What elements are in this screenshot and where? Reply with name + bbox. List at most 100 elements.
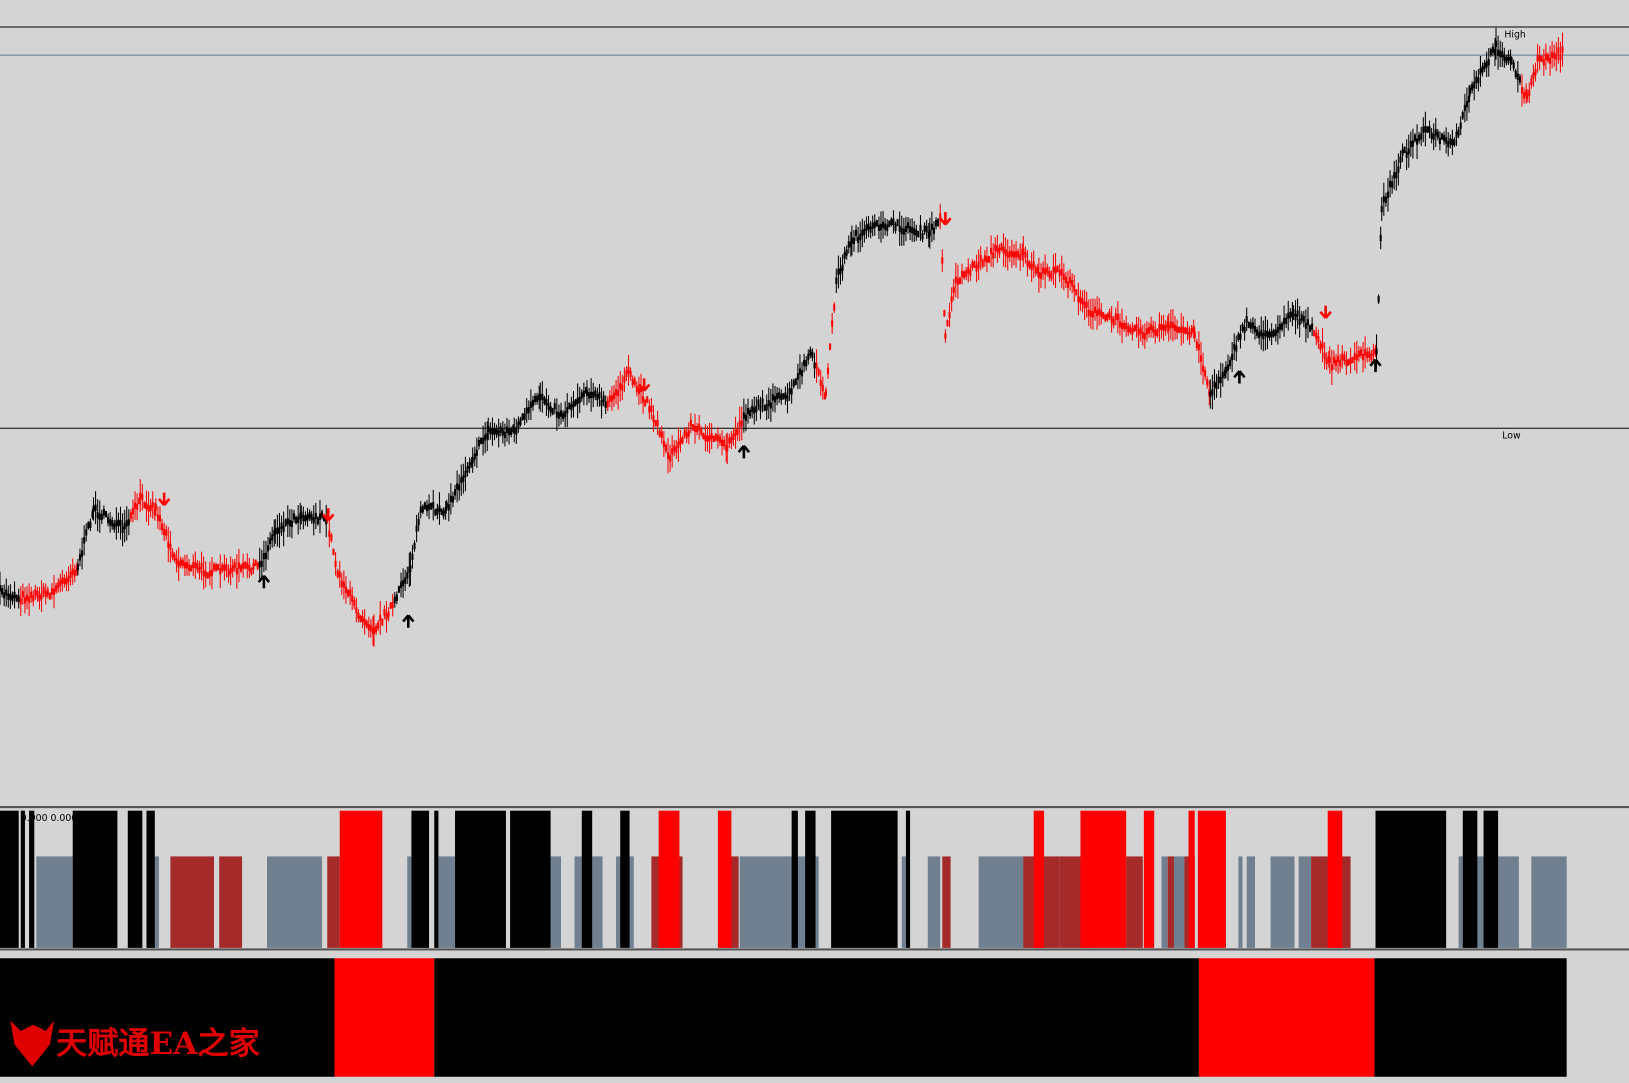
candle-body <box>1368 351 1371 358</box>
candle-body <box>321 511 324 518</box>
candle-body <box>831 320 834 327</box>
candle-body <box>759 404 762 412</box>
candle-body <box>1164 324 1167 332</box>
candle-body <box>413 542 416 550</box>
candle-body <box>477 439 480 447</box>
candle-body <box>123 522 126 530</box>
candle-body <box>635 385 638 392</box>
candle-body <box>728 437 731 444</box>
hist-bar-weak-down <box>1167 856 1174 948</box>
candle-body <box>1443 134 1446 142</box>
hist-bar-weak-down <box>170 856 215 948</box>
candle-body <box>336 570 339 577</box>
candle-body <box>387 611 390 618</box>
candle-body <box>927 231 930 239</box>
buy-arrow <box>737 445 751 459</box>
candle-body <box>50 588 53 595</box>
candle-body <box>941 257 944 264</box>
candle-body <box>312 517 315 524</box>
candle-body <box>861 229 864 237</box>
candle-body <box>383 609 386 616</box>
candle-body <box>1066 281 1070 288</box>
candle-body <box>1237 333 1240 341</box>
candle-body <box>381 619 384 626</box>
candle-body <box>233 562 236 569</box>
candle-body <box>710 433 713 440</box>
hist-bar-up <box>805 810 816 948</box>
candle-body <box>664 444 667 452</box>
candle-body <box>1131 328 1134 335</box>
hist-bar-neutral <box>36 856 73 948</box>
candle-body <box>1409 140 1412 148</box>
hist-bar-weak-down <box>1126 856 1143 948</box>
candle-body <box>1315 332 1318 339</box>
candle-body <box>1235 345 1238 352</box>
candle-body <box>994 244 997 251</box>
candle-body <box>61 577 64 584</box>
candle-body <box>574 399 577 406</box>
candle-body <box>892 218 895 225</box>
candle-body <box>736 428 739 435</box>
candle-body <box>44 590 47 598</box>
candle-body <box>1056 265 1059 272</box>
candle-body <box>185 562 189 569</box>
candle-body <box>505 426 509 433</box>
hist-bar-up <box>510 810 551 948</box>
candle-body <box>192 562 195 569</box>
candle-body <box>790 388 793 395</box>
candle-body <box>202 569 205 577</box>
candle-body <box>1193 331 1196 338</box>
candle-body <box>310 514 313 521</box>
candle-body <box>508 428 511 436</box>
candle-body <box>767 400 770 407</box>
candle-body <box>792 380 795 387</box>
candle-body <box>340 580 343 587</box>
candle-body <box>1102 312 1105 319</box>
candle-body <box>909 226 912 233</box>
candle-body <box>600 399 603 407</box>
sell-arrow <box>1319 305 1332 319</box>
candle-body <box>923 225 926 232</box>
candle-body <box>803 359 806 367</box>
candle-body <box>136 503 139 510</box>
candle-body <box>1116 314 1119 321</box>
candle-body <box>666 452 670 459</box>
hist-bar-up <box>146 810 155 948</box>
candle-body <box>642 396 645 403</box>
candle-body <box>1114 313 1117 320</box>
candle-body <box>1395 172 1398 179</box>
candle-body <box>1209 390 1212 398</box>
candle-body <box>1215 382 1218 390</box>
candle-body <box>625 370 628 377</box>
candle-body <box>1434 129 1437 136</box>
candle-body <box>798 368 801 375</box>
candle-body <box>937 219 940 226</box>
trend-block <box>1198 958 1375 1077</box>
candle-body <box>138 497 141 505</box>
candle-body <box>76 564 79 571</box>
candle-body <box>206 572 209 579</box>
candle-body <box>458 484 461 491</box>
trend-panel <box>0 958 1567 1077</box>
candle-body <box>1202 365 1205 372</box>
candle-body <box>1463 104 1466 112</box>
candle-body <box>48 593 51 600</box>
candle-body <box>404 577 407 584</box>
candle-body <box>246 562 249 569</box>
candle-body <box>738 420 741 428</box>
hist-bar-down <box>1197 810 1226 948</box>
candle-body <box>1375 348 1378 355</box>
candle-body <box>1512 62 1515 69</box>
candle-body <box>1455 131 1458 138</box>
candle-body <box>1167 324 1170 331</box>
candle-body <box>1211 388 1214 396</box>
candle-body <box>151 501 154 509</box>
price-series <box>0 27 1564 648</box>
candle-body <box>1469 87 1472 94</box>
candle-body <box>1249 322 1252 329</box>
candle-body <box>1204 370 1207 377</box>
candle-body <box>843 252 846 259</box>
candle-body <box>1274 329 1277 336</box>
candle-body <box>740 420 743 427</box>
candle-body <box>1540 55 1543 62</box>
